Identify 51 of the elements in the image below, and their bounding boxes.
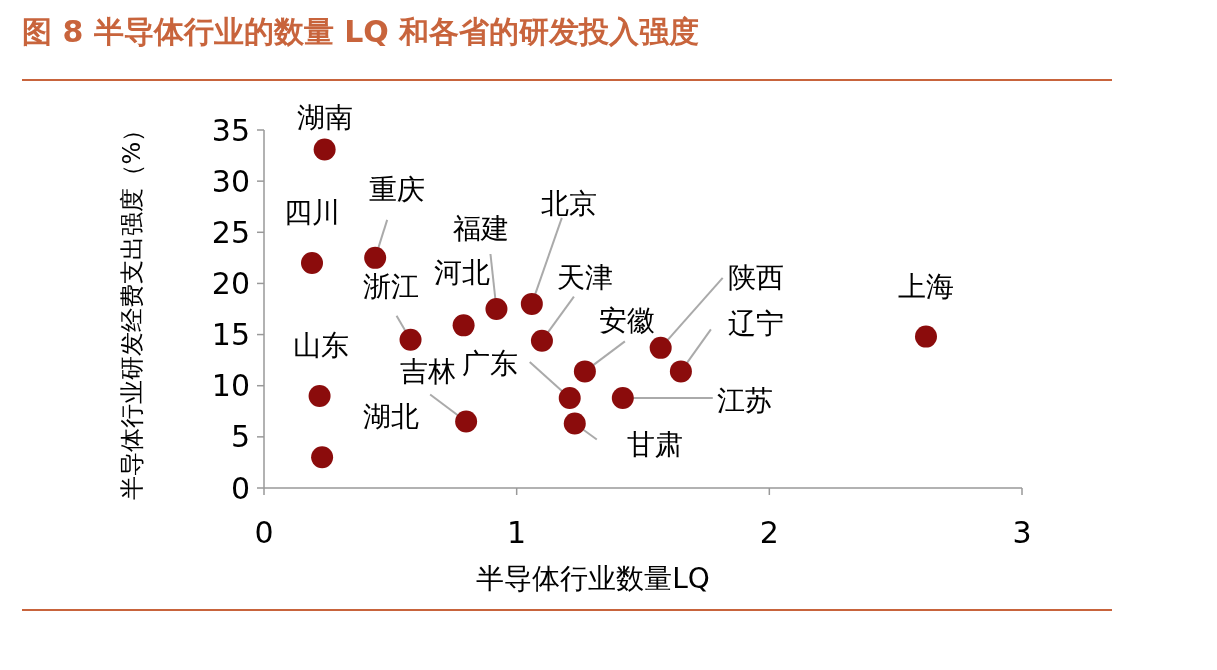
point: [399, 328, 422, 351]
y-tick-label: 10: [211, 368, 250, 404]
annotation: 江苏: [716, 383, 773, 417]
point: [520, 292, 543, 315]
annotation: 四川: [284, 195, 341, 229]
point: [313, 138, 336, 161]
annotation: 河北: [433, 256, 490, 290]
point: [611, 386, 634, 409]
annotation: 辽宁: [727, 307, 784, 341]
annotation: 福建: [453, 211, 510, 245]
point: [311, 446, 334, 469]
annotation: 浙江: [362, 270, 419, 304]
point: [914, 325, 937, 348]
point: [485, 298, 508, 320]
annotation: 陕西: [727, 260, 784, 294]
y-tick-label: 35: [211, 112, 250, 148]
y-tick-label: 5: [230, 419, 250, 455]
annotation: 北京: [540, 186, 597, 220]
y-tick-label: 20: [211, 265, 250, 301]
annotation: 广东: [461, 346, 518, 380]
annotation: 天津: [556, 260, 613, 294]
annotation: 上海: [897, 270, 954, 304]
y-tick-label: 0: [230, 470, 250, 506]
point: [558, 386, 581, 409]
x-tick-label: 1: [507, 515, 527, 550]
point: [530, 329, 553, 352]
annotation: 安徽: [598, 304, 655, 338]
annotation: 山东: [292, 328, 349, 362]
point: [573, 360, 596, 383]
y-axis-title: 半导体行业研发经费支出强度（%）: [118, 117, 146, 501]
point: [301, 251, 324, 274]
point: [669, 360, 692, 383]
x-axis-title: 半导体行业数量LQ: [476, 562, 710, 595]
point: [452, 314, 475, 337]
point: [455, 410, 478, 433]
y-tick-label: 15: [211, 317, 250, 353]
annotation: 湖北: [363, 400, 420, 434]
y-tick-label: 25: [211, 214, 250, 250]
x-tick-label: 3: [1012, 515, 1032, 550]
point: [649, 336, 672, 359]
point: [364, 246, 387, 269]
chart-title: 图 8 半导体行业的数量 LQ 和各省的研发投入强度: [22, 14, 700, 49]
annotation: 重庆: [369, 172, 426, 206]
y-tick-label: 30: [211, 163, 250, 199]
annotation: 湖南: [296, 101, 353, 135]
point: [308, 384, 331, 407]
annotation: 吉林: [400, 355, 457, 389]
x-tick-label: 0: [254, 515, 274, 550]
x-tick-label: 2: [759, 515, 779, 550]
point: [563, 412, 586, 435]
annotation: 甘肃: [626, 428, 683, 462]
